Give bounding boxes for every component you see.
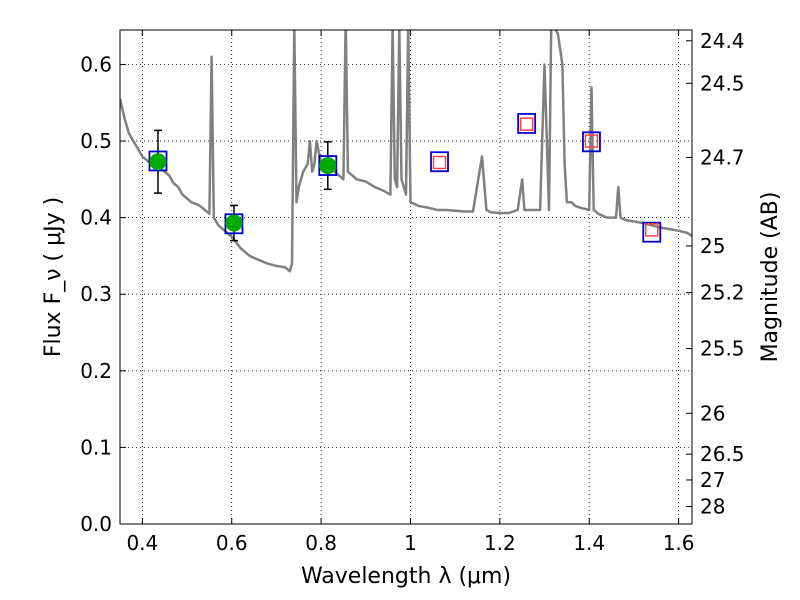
x-axis-ticks: 0.4 0.6 0.8 1 1.2 1.4 1.6 [126,30,695,555]
model-photometry-box [517,113,537,134]
x-tick-label: 1.4 [573,531,605,555]
right-tick-label: 26.5 [700,442,745,466]
model-photometry-box [642,221,662,243]
y-axis-ticks: 0.0 0.1 0.2 0.3 0.4 0.5 0.6 [80,52,126,536]
y-tick-label: 0.2 [80,359,112,383]
x-tick-label: 1.2 [484,531,516,555]
observed-flux-point [225,214,243,232]
predicted-flux-marker [584,134,599,148]
right-tick-label: 24.4 [700,29,745,53]
y-tick-label: 0.0 [80,512,112,536]
x-tick-label: 0.4 [126,531,158,555]
right-tick-label: 24.7 [700,145,745,169]
y-tick-label: 0.1 [80,435,112,459]
y-tick-label: 0.5 [80,129,112,153]
model-photometry-box [224,213,244,235]
model-photometry-box [430,151,449,173]
model-photometry-box [582,131,601,153]
x-axis-label: Wavelength λ (μm) [301,564,511,589]
x-tick-label: 0.8 [305,531,337,555]
y-tick-label: 0.3 [80,282,112,306]
right-tick-label: 27 [700,468,725,492]
right-tick-label: 25.2 [700,281,745,305]
right-tick-label: 28 [700,494,725,518]
predicted-flux-marker [645,223,659,237]
observed-flux-point [149,153,167,171]
predicted-flux-marker [519,117,534,131]
y-tick-label: 0.6 [80,52,112,76]
x-tick-label: 1.6 [663,531,695,555]
model-photometry-box [148,150,168,172]
x-tick-label: 1 [404,531,417,555]
right-axis-label: Magnitude (AB) [758,192,783,363]
right-tick-label: 25 [700,234,725,258]
y-tick-label: 0.4 [80,206,112,230]
right-tick-label: 24.5 [700,71,745,95]
plot-frame [119,29,693,525]
right-tick-label: 26 [700,401,725,425]
observed-flux-point [319,157,337,175]
predicted-flux-marker [432,155,447,170]
x-tick-label: 0.6 [216,531,248,555]
y-axis-label: Flux F_ν ( μJy ) [41,197,66,357]
right-tick-label: 25.5 [700,337,745,361]
plot-area [120,30,692,273]
model-spectrum-line [120,30,692,273]
